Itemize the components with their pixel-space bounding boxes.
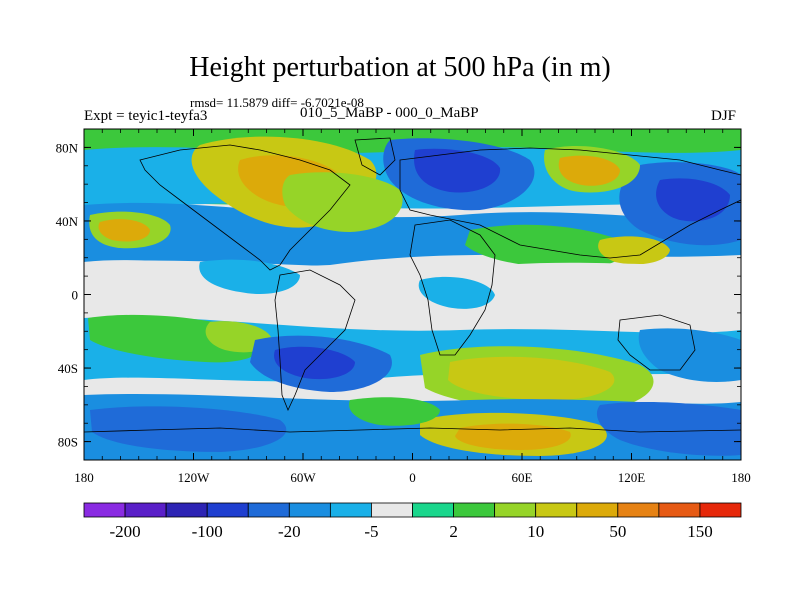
greenland-coast bbox=[354, 137, 396, 176]
colorbar-label: 10 bbox=[527, 522, 544, 541]
antarctic-blue-east bbox=[596, 402, 741, 456]
eurasian-low-core bbox=[414, 148, 501, 193]
lon-tick-label: 180 bbox=[731, 470, 751, 485]
colorbar-swatch bbox=[412, 502, 454, 518]
colorbar-label: -100 bbox=[192, 522, 223, 541]
lat-tick-label: 40S bbox=[58, 361, 78, 376]
colorbar-swatch bbox=[83, 502, 126, 518]
stats-label: rmsd= 11.5879 diff= -6.7021e-08 bbox=[190, 95, 364, 110]
colorbar: -200 -100 -20 -5 2 10 50 150 bbox=[83, 502, 742, 541]
southern-ocean-high-core bbox=[448, 356, 615, 400]
south-atlantic-low-core bbox=[274, 346, 355, 380]
north-america-coast bbox=[139, 144, 351, 271]
antarctic-green bbox=[349, 397, 440, 426]
antarctic-rise-core bbox=[455, 423, 571, 450]
longitude-axis: 180 120W 60W 0 60E 120E 180 bbox=[74, 129, 751, 485]
asian-low-core bbox=[656, 178, 730, 222]
lat-tick-label: 0 bbox=[72, 288, 79, 303]
season-label: DJF bbox=[711, 108, 737, 124]
siberian-high-core bbox=[558, 155, 620, 186]
antarctica-coast bbox=[84, 427, 741, 433]
colorbar-swatch bbox=[124, 502, 167, 518]
australia-blue bbox=[638, 328, 741, 382]
colorbar-swatch bbox=[165, 502, 208, 518]
colorbar-label: 50 bbox=[609, 522, 626, 541]
tropical-blue-patch bbox=[199, 259, 300, 295]
colorbar-label: -200 bbox=[109, 522, 140, 541]
colorbar-label: 2 bbox=[449, 522, 458, 541]
colorbar-swatch bbox=[576, 502, 619, 518]
map-panel bbox=[84, 129, 741, 460]
lat-tick-label: 40N bbox=[56, 214, 79, 229]
coastlines bbox=[84, 137, 741, 433]
lon-tick-label: 60W bbox=[290, 470, 316, 485]
australia-coast bbox=[617, 314, 696, 371]
colorbar-swatch bbox=[288, 502, 331, 518]
lon-tick-label: 120E bbox=[618, 470, 646, 485]
colorbar-swatch bbox=[453, 502, 496, 518]
eurasia-coast bbox=[399, 147, 741, 259]
colorbar-label: -20 bbox=[278, 522, 301, 541]
colorbar-swatch bbox=[617, 502, 660, 518]
colorbar-label: 150 bbox=[687, 522, 713, 541]
colorbar-swatch bbox=[699, 502, 742, 518]
colorbar-swatch bbox=[329, 502, 372, 518]
lat-tick-label: 80N bbox=[56, 140, 79, 155]
colorbar-swatch bbox=[535, 502, 578, 518]
latitude-axis: 80N 40N 0 40S 80S bbox=[56, 128, 741, 461]
colorbar-label: -5 bbox=[364, 522, 378, 541]
indian-ocean-blue bbox=[418, 276, 495, 309]
lon-tick-label: 0 bbox=[409, 470, 416, 485]
south-america-coast bbox=[274, 269, 356, 412]
lon-tick-label: 60E bbox=[512, 470, 533, 485]
colorbar-swatch bbox=[371, 502, 413, 518]
comparison-label: 010_5_MaBP - 000_0_MaBP bbox=[300, 105, 479, 121]
west-pacific-high-core bbox=[98, 219, 150, 242]
lon-tick-label: 120W bbox=[178, 470, 211, 485]
north-atlantic-high bbox=[282, 172, 403, 232]
east-asia-green bbox=[465, 224, 627, 269]
africa-coast bbox=[409, 219, 496, 356]
colorbar-swatch bbox=[247, 502, 290, 518]
lat-tick-label: 80S bbox=[58, 435, 78, 450]
colorbar-swatch bbox=[206, 502, 249, 518]
colorbar-swatch bbox=[494, 502, 537, 518]
experiment-label: Expt = teyic1-teyfa3 bbox=[84, 108, 208, 124]
colorbar-swatch bbox=[658, 502, 701, 518]
map-title: Height perturbation at 500 hPa (in m) bbox=[189, 52, 611, 83]
lon-tick-label: 180 bbox=[74, 470, 94, 485]
